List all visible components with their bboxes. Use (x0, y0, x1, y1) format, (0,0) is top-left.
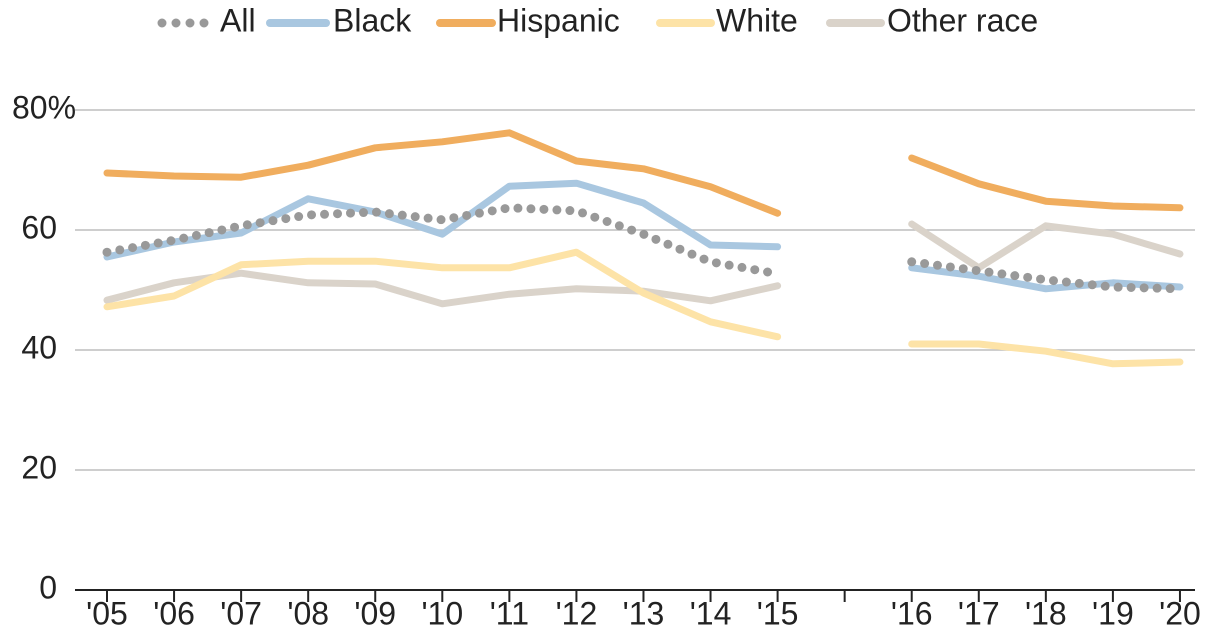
y-tick-label: 40 (21, 329, 57, 365)
y-tick-label: 80% (12, 89, 76, 125)
x-tick-label: '09 (354, 595, 396, 631)
x-tick-label: '12 (556, 595, 598, 631)
x-tick-label: '18 (1025, 595, 1067, 631)
line-series (103, 179, 1184, 293)
legend-label: White (716, 2, 798, 38)
x-tick-label: '19 (1092, 595, 1134, 631)
x-tick-label: '20 (1159, 595, 1201, 631)
x-tick-label: '06 (153, 595, 195, 631)
legend-label: Other race (887, 2, 1038, 38)
x-tick-label: '15 (757, 595, 799, 631)
line-series (103, 248, 1184, 368)
x-tick-label: '17 (958, 595, 1000, 631)
x-tick-label: '10 (421, 595, 463, 631)
x-tick-label: '08 (287, 595, 329, 631)
legend-label: Black (333, 2, 412, 38)
x-tick-label: '14 (690, 595, 732, 631)
y-tick-label: 60 (21, 209, 57, 245)
legend-label: Hispanic (497, 2, 620, 38)
x-tick-label: '11 (490, 595, 529, 631)
y-tick-label: 20 (21, 449, 57, 485)
x-tick-label: '07 (220, 595, 262, 631)
x-tick-label: '16 (891, 595, 933, 631)
x-tick-label: '13 (623, 595, 665, 631)
legend-label: All (220, 2, 256, 38)
line-series (103, 129, 1184, 217)
y-tick-label: 0 (39, 569, 57, 605)
x-tick-label: '05 (86, 595, 128, 631)
line-series (102, 203, 1185, 294)
